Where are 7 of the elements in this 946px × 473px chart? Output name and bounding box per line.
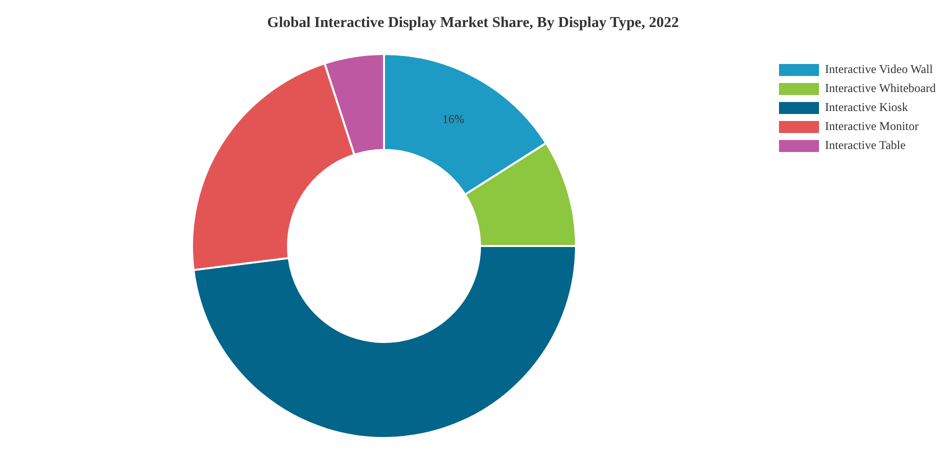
legend-label: Interactive Video Wall bbox=[825, 62, 933, 77]
legend-label: Interactive Table bbox=[825, 138, 906, 153]
chart-title: Global Interactive Display Market Share, By Display Type, 2022 bbox=[266, 15, 680, 32]
legend-label: Interactive Kiosk bbox=[825, 100, 908, 115]
data-label: 16% bbox=[442, 112, 464, 126]
legend-label: Interactive Whiteboard bbox=[825, 81, 936, 96]
legend-label: Interactive Monitor bbox=[825, 119, 919, 134]
